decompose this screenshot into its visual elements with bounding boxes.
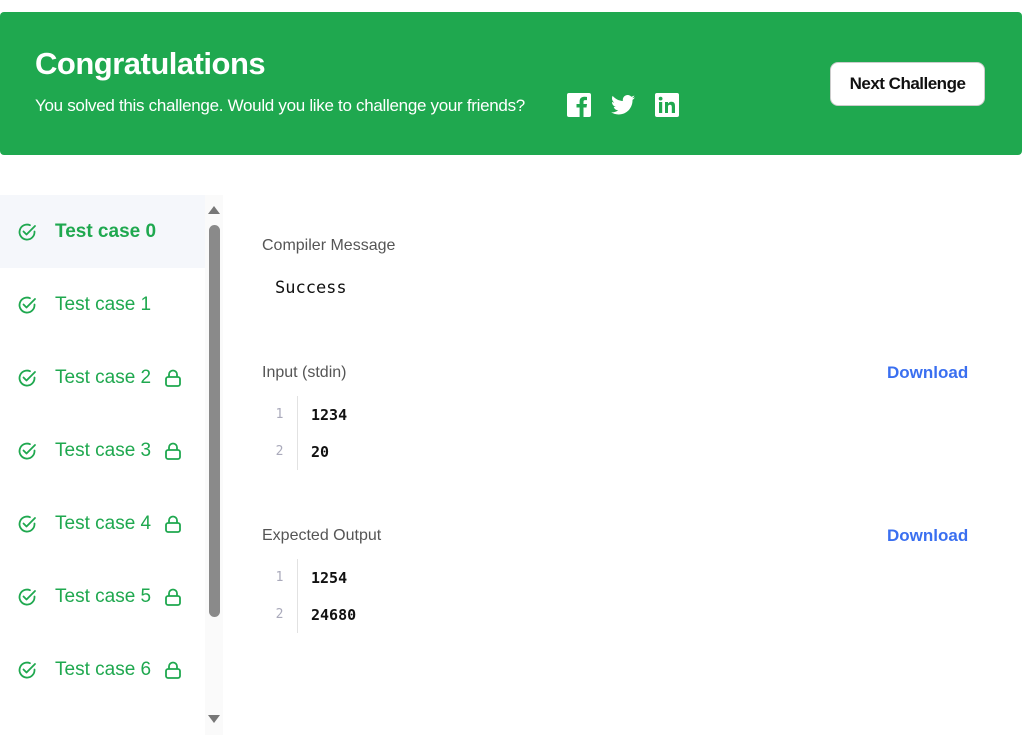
line-value: 1254 [311, 568, 348, 587]
check-circle-icon [17, 660, 37, 680]
compiler-message: Success [275, 278, 347, 298]
input-label: Input (stdin) [262, 364, 347, 381]
line-value: 24680 [311, 605, 357, 624]
sidebar-scrollbar[interactable] [205, 195, 223, 735]
output-code: 1 1254 2 24680 [262, 559, 362, 633]
lock-icon [163, 587, 183, 607]
success-banner: Congratulations You solved this challeng… [0, 12, 1022, 155]
test-case-label: Test case 2 [55, 366, 152, 388]
test-case-item[interactable]: Test case 1 [0, 268, 205, 341]
line-number: 2 [262, 433, 298, 470]
code-line: 2 24680 [262, 596, 362, 633]
line-number: 2 [262, 596, 298, 633]
test-case-label: Test case 0 [55, 220, 157, 242]
compiler-message-label: Compiler Message [262, 237, 396, 254]
output-download-link[interactable]: Download [887, 526, 969, 545]
test-case-label: Test case 5 [55, 585, 152, 607]
test-case-item[interactable]: Test case 3 [0, 414, 205, 487]
scroll-down-arrow[interactable] [208, 715, 220, 723]
expected-output-label: Expected Output [262, 527, 382, 544]
check-circle-icon [17, 514, 37, 534]
lock-icon [163, 660, 183, 680]
check-circle-icon [17, 587, 37, 607]
lock-icon [163, 368, 183, 388]
test-case-label: Test case 3 [55, 439, 152, 461]
test-case-label: Test case 1 [55, 293, 152, 315]
lock-icon [163, 514, 183, 534]
test-case-item[interactable]: Test case 6 [0, 633, 205, 706]
test-case-item[interactable]: Test case 4 [0, 487, 205, 560]
line-value: 1234 [311, 405, 348, 424]
lock-icon [163, 441, 183, 461]
test-case-label: Test case 4 [55, 512, 152, 534]
check-circle-icon [17, 295, 37, 315]
code-line: 2 20 [262, 433, 362, 470]
test-case-item[interactable]: Test case 5 [0, 560, 205, 633]
check-circle-icon [17, 222, 37, 242]
test-case-label: Test case 6 [55, 658, 152, 680]
input-code: 1 1234 2 20 [262, 396, 362, 470]
linkedin-icon[interactable] [655, 93, 679, 117]
code-line: 1 1254 [262, 559, 362, 596]
scroll-up-arrow[interactable] [208, 206, 220, 214]
test-case-list: Test case 0 Test case 1 Test case 2 Test ca… [0, 195, 205, 735]
twitter-icon[interactable] [611, 93, 635, 117]
line-number: 1 [262, 559, 298, 596]
scrollbar-thumb[interactable] [209, 225, 220, 617]
banner-title: Congratulations [35, 46, 266, 81]
input-download-link[interactable]: Download [887, 363, 969, 382]
check-circle-icon [17, 368, 37, 388]
banner-subtitle: You solved this challenge. Would you lik… [35, 96, 525, 115]
line-number: 1 [262, 396, 298, 433]
test-case-item[interactable]: Test case 0 [0, 195, 205, 268]
next-challenge-button[interactable]: Next Challenge [830, 62, 985, 106]
line-value: 20 [311, 442, 330, 461]
test-case-item[interactable]: Test case 2 [0, 341, 205, 414]
code-line: 1 1234 [262, 396, 362, 433]
check-circle-icon [17, 441, 37, 461]
facebook-icon[interactable] [567, 93, 591, 117]
